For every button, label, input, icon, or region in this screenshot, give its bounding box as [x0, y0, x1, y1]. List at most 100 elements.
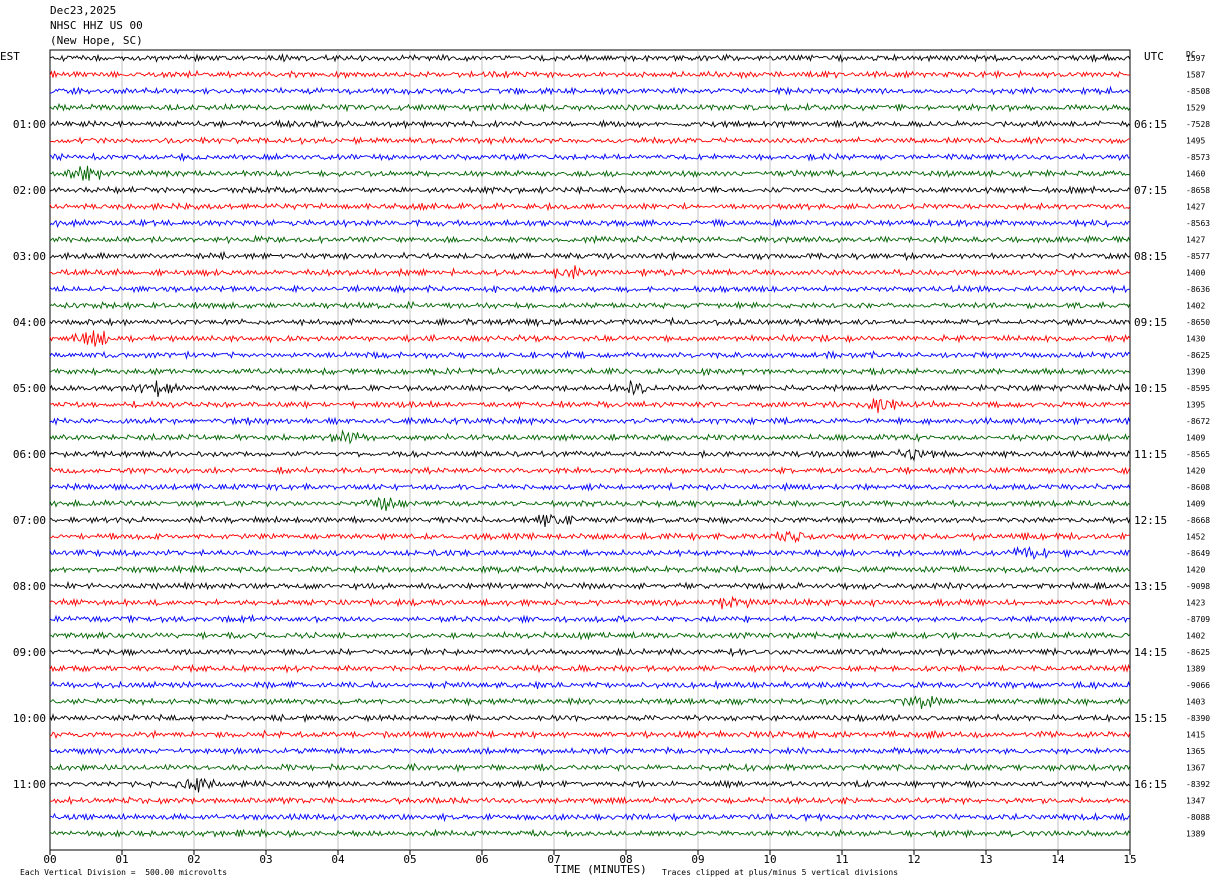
seismic-trace	[49, 201, 1131, 212]
seismic-trace	[49, 545, 1131, 560]
right-hour-label: 09:15	[1134, 316, 1167, 329]
seismic-trace	[49, 828, 1131, 839]
right-timezone-label: UTC	[1144, 50, 1164, 63]
seismic-trace	[49, 496, 1131, 512]
seismic-trace	[49, 429, 1131, 445]
seismic-trace	[49, 366, 1131, 377]
dc-offset-label: -8658	[1186, 186, 1210, 195]
x-tick-label: 10	[763, 853, 776, 866]
dc-offset-label: -8608	[1186, 483, 1210, 492]
dc-offset-label: -9066	[1186, 681, 1210, 690]
seismic-trace	[49, 613, 1131, 624]
seismic-trace	[49, 380, 1131, 398]
seismic-trace	[49, 330, 1131, 347]
date-label: Dec23,2025	[50, 4, 117, 17]
x-tick-label: 01	[115, 853, 128, 866]
dc-offset-label: -8709	[1186, 615, 1210, 624]
seismic-trace	[49, 52, 1131, 63]
right-hour-label: 11:15	[1134, 448, 1167, 461]
x-tick-label: 07	[547, 853, 560, 866]
dc-offset-label: 1423	[1186, 599, 1205, 608]
seismic-trace	[49, 185, 1131, 195]
dc-offset-label: 1420	[1186, 566, 1205, 575]
dc-offset-label: -8625	[1186, 648, 1210, 657]
seismic-trace	[49, 465, 1131, 476]
left-hour-label: 02:00	[13, 184, 46, 197]
seismic-trace	[49, 102, 1131, 113]
seismic-trace	[49, 119, 1131, 130]
right-hour-label: 15:15	[1134, 712, 1167, 725]
x-tick-label: 04	[331, 853, 345, 866]
dc-offset-label: -8392	[1186, 780, 1210, 789]
seismic-trace	[49, 762, 1131, 773]
seismic-trace	[49, 415, 1131, 427]
dc-offset-label: 1415	[1186, 731, 1205, 740]
seismic-trace	[49, 481, 1131, 492]
dc-offset-label: 1495	[1186, 137, 1205, 146]
seismic-trace	[49, 350, 1131, 360]
dc-offset-label: -8508	[1186, 87, 1210, 96]
seismic-trace	[49, 234, 1131, 245]
dc-offset-label: 1365	[1186, 747, 1205, 756]
location-label: (New Hope, SC)	[50, 34, 143, 47]
dc-offset-label: -7528	[1186, 120, 1210, 129]
x-tick-label: 08	[619, 853, 632, 866]
dc-offset-label: 1367	[1186, 764, 1205, 773]
left-hour-label: 03:00	[13, 250, 46, 263]
seismic-trace	[49, 513, 1131, 528]
dc-offset-label: 1529	[1186, 104, 1205, 113]
dc-offset-label: -8563	[1186, 219, 1210, 228]
seismic-trace	[49, 564, 1131, 575]
clip-note: Traces clipped at plus/minus 5 vertical …	[662, 868, 899, 877]
dc-offset-label: -8595	[1186, 384, 1210, 393]
dc-offset-label: 1400	[1186, 269, 1205, 278]
seismic-trace	[49, 135, 1131, 146]
x-tick-label: 03	[259, 853, 272, 866]
dc-offset-label: 1389	[1186, 830, 1205, 839]
seismic-trace	[49, 647, 1131, 658]
x-tick-label: 13	[979, 853, 992, 866]
x-tick-label: 06	[475, 853, 488, 866]
x-tick-label: 09	[691, 853, 704, 866]
seismic-trace	[49, 530, 1131, 544]
left-timezone-label: EST	[0, 50, 20, 63]
seismic-trace	[49, 795, 1131, 806]
dc-offset-label: 1460	[1186, 170, 1205, 179]
station-label: NHSC HHZ US 00	[50, 19, 143, 32]
x-tick-label: 11	[835, 853, 848, 866]
right-hour-label: 10:15	[1134, 382, 1167, 395]
dc-offset-label: 1430	[1186, 335, 1205, 344]
left-hour-label: 05:00	[13, 382, 46, 395]
left-hour-label: 04:00	[13, 316, 46, 329]
dc-header-label: DC	[1186, 50, 1196, 59]
dc-offset-label: -8565	[1186, 450, 1210, 459]
x-tick-label: 05	[403, 853, 416, 866]
seismic-trace	[49, 316, 1131, 328]
seismic-trace	[49, 218, 1131, 229]
dc-offset-label: 1389	[1186, 665, 1205, 674]
seismic-trace	[49, 284, 1131, 294]
scale-note: Each Vertical Division = 500.00 microvol…	[20, 868, 228, 877]
left-hour-label: 06:00	[13, 448, 46, 461]
seismic-trace	[49, 812, 1131, 823]
x-tick-label: 15	[1123, 853, 1136, 866]
left-hour-label: 11:00	[13, 778, 46, 791]
dc-offset-label: -9098	[1186, 582, 1210, 591]
seismic-trace	[49, 679, 1131, 690]
dc-offset-label: 1409	[1186, 500, 1205, 509]
seismic-trace	[49, 630, 1131, 641]
dc-offset-label: -8650	[1186, 318, 1210, 327]
seismic-trace	[49, 165, 1131, 181]
dc-offset-label: -8390	[1186, 714, 1210, 723]
right-hour-label: 14:15	[1134, 646, 1167, 659]
seismic-trace	[49, 152, 1131, 163]
dc-offset-label: 1427	[1186, 236, 1205, 245]
left-hour-label: 01:00	[13, 118, 46, 131]
seismic-trace	[49, 448, 1131, 462]
x-tick-label: 02	[187, 853, 200, 866]
dc-offset-label: -8577	[1186, 252, 1210, 261]
dc-offset-label: 1395	[1186, 401, 1205, 410]
x-tick-label: 00	[43, 853, 56, 866]
right-hour-label: 07:15	[1134, 184, 1167, 197]
